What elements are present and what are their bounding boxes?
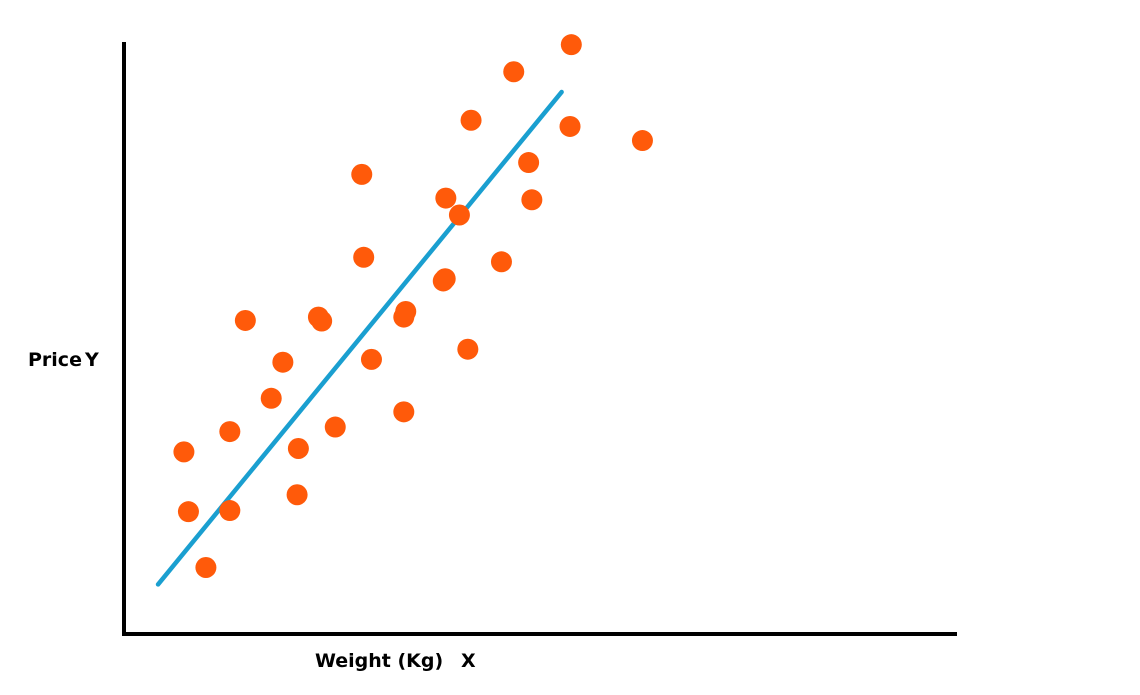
data-point-24 (457, 338, 479, 360)
data-point-30 (560, 34, 582, 56)
data-point-10 (287, 437, 309, 459)
data-point-7 (260, 387, 282, 409)
data-point-1 (173, 441, 195, 463)
data-point-8 (272, 351, 294, 373)
data-point-14 (351, 163, 373, 185)
data-point-28 (518, 152, 540, 174)
data-point-17 (393, 401, 415, 423)
y-axis-symbol: Y (84, 349, 99, 371)
data-point-13 (324, 416, 346, 438)
data-points (173, 34, 653, 578)
data-point-26 (490, 251, 512, 273)
data-point-15 (353, 246, 375, 268)
data-point-12 (311, 310, 333, 332)
data-point-5 (219, 500, 241, 522)
data-point-22 (435, 187, 457, 209)
y-axis-label: Price (28, 349, 82, 371)
data-point-21 (434, 268, 456, 290)
data-point-27 (503, 61, 525, 83)
data-point-3 (195, 556, 217, 578)
data-point-16 (360, 348, 382, 370)
x-axis-symbol: X (461, 650, 476, 672)
data-point-19 (395, 300, 417, 322)
data-point-31 (559, 115, 581, 137)
data-point-23 (448, 204, 470, 226)
data-point-25 (460, 109, 482, 131)
data-point-2 (177, 501, 199, 523)
data-point-29 (521, 189, 543, 211)
data-point-6 (234, 309, 256, 331)
data-point-4 (219, 421, 241, 443)
x-axis-label: Weight (Kg) (315, 650, 443, 672)
data-point-32 (631, 130, 653, 152)
data-point-9 (286, 484, 308, 506)
